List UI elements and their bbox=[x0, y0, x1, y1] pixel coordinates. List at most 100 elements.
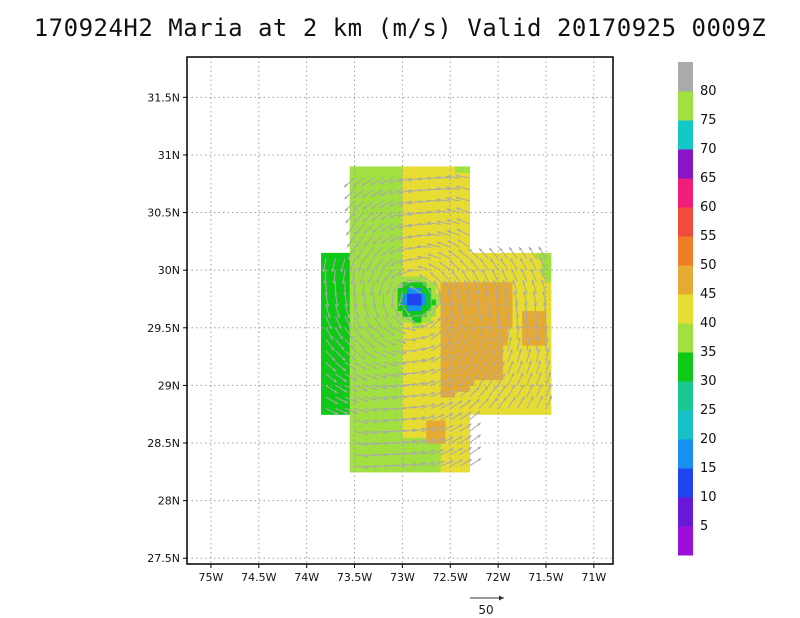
wind-cell bbox=[526, 350, 533, 358]
wind-cell bbox=[354, 224, 360, 231]
wind-cell bbox=[450, 402, 456, 410]
wind-cell bbox=[488, 333, 494, 340]
wind-cell bbox=[545, 327, 552, 335]
wind-vector-head bbox=[540, 268, 544, 273]
wind-cell bbox=[359, 466, 365, 473]
wind-cell bbox=[416, 345, 423, 352]
wind-cell bbox=[392, 373, 399, 381]
wind-vector-head bbox=[422, 370, 426, 374]
wind-cell bbox=[416, 281, 423, 289]
wind-cell bbox=[464, 385, 471, 392]
wind-cell bbox=[359, 229, 365, 237]
wind-vector-head bbox=[353, 378, 357, 382]
wind-cell bbox=[325, 362, 332, 369]
wind-cell bbox=[349, 437, 356, 444]
wind-cell bbox=[344, 258, 351, 266]
wind-cell bbox=[364, 298, 370, 306]
wind-cell bbox=[526, 379, 533, 386]
wind-cell bbox=[512, 350, 518, 358]
wind-cell bbox=[321, 379, 327, 386]
wind-cell bbox=[541, 333, 547, 340]
wind-cell bbox=[474, 304, 480, 312]
wind-cell bbox=[330, 270, 336, 277]
colorbar-swatch bbox=[678, 526, 693, 556]
wind-cell bbox=[450, 425, 456, 433]
wind-cell bbox=[416, 229, 423, 237]
wind-vector-head bbox=[439, 261, 443, 265]
wind-cell bbox=[411, 206, 418, 214]
wind-cell bbox=[388, 218, 394, 225]
wind-cell bbox=[349, 304, 356, 312]
wind-cell bbox=[416, 437, 423, 444]
wind-cell bbox=[392, 408, 399, 415]
wind-cell bbox=[344, 373, 351, 381]
wind-cell bbox=[354, 304, 360, 312]
wind-cell bbox=[411, 235, 418, 242]
wind-cell bbox=[459, 339, 466, 346]
wind-cell bbox=[330, 322, 336, 329]
wind-cell bbox=[321, 396, 327, 404]
wind-cell bbox=[373, 466, 380, 473]
wind-cell bbox=[541, 310, 547, 317]
wind-cell bbox=[455, 270, 461, 277]
wind-cell bbox=[335, 402, 341, 410]
wind-vector-head bbox=[328, 325, 332, 330]
wind-cell bbox=[469, 339, 475, 346]
wind-cell bbox=[416, 466, 423, 473]
wind-cell bbox=[411, 339, 418, 346]
wind-vector-head bbox=[334, 292, 338, 296]
wind-cell bbox=[455, 189, 461, 196]
wind-cell bbox=[545, 385, 552, 392]
wind-cell bbox=[321, 339, 327, 346]
wind-cell bbox=[435, 356, 442, 363]
wind-vector-head bbox=[330, 336, 333, 340]
wind-vector-head bbox=[391, 275, 395, 279]
wind-cell bbox=[344, 385, 351, 392]
wind-cell bbox=[340, 298, 346, 306]
wind-vector-head bbox=[422, 281, 426, 286]
wind-cell bbox=[330, 316, 336, 323]
wind-vector-head bbox=[539, 384, 543, 388]
wind-cell bbox=[541, 362, 547, 369]
wind-cell bbox=[383, 218, 389, 225]
wind-cell bbox=[440, 206, 447, 214]
wind-cell bbox=[344, 402, 351, 410]
wind-cell bbox=[531, 396, 538, 404]
wind-cell bbox=[431, 172, 437, 179]
wind-cell bbox=[378, 460, 384, 467]
wind-cell bbox=[541, 402, 547, 410]
wind-cell bbox=[373, 322, 380, 329]
wind-cell bbox=[321, 264, 327, 271]
wind-cell bbox=[431, 241, 437, 248]
wind-cell bbox=[459, 264, 466, 271]
wind-cell bbox=[498, 385, 504, 392]
wind-cell bbox=[359, 402, 365, 410]
wind-cell bbox=[526, 322, 533, 329]
wind-cell bbox=[411, 419, 418, 427]
wind-cell bbox=[536, 275, 542, 283]
wind-vector-head bbox=[483, 362, 487, 366]
wind-cell bbox=[459, 195, 466, 202]
wind-cell bbox=[478, 368, 485, 375]
wind-cell bbox=[373, 235, 380, 242]
wind-cell bbox=[325, 264, 332, 271]
wind-vector-head bbox=[466, 375, 471, 380]
wind-cell bbox=[359, 177, 365, 185]
wind-cell bbox=[359, 391, 365, 398]
wind-vector-head bbox=[509, 247, 513, 251]
wind-cell bbox=[431, 201, 437, 208]
wind-cell bbox=[407, 350, 413, 358]
wind-cell bbox=[536, 356, 542, 363]
wind-vector-head bbox=[516, 325, 520, 329]
wind-cell bbox=[507, 304, 514, 312]
wind-vector-head bbox=[503, 397, 507, 401]
wind-cell bbox=[474, 345, 480, 352]
wind-cell bbox=[359, 241, 365, 248]
wind-cell bbox=[388, 287, 394, 294]
wind-cell bbox=[498, 402, 504, 410]
wind-cell bbox=[488, 304, 494, 312]
wind-cell bbox=[359, 293, 365, 300]
wind-cell bbox=[517, 293, 523, 300]
wind-cell bbox=[522, 264, 528, 271]
wind-cell bbox=[426, 166, 432, 173]
